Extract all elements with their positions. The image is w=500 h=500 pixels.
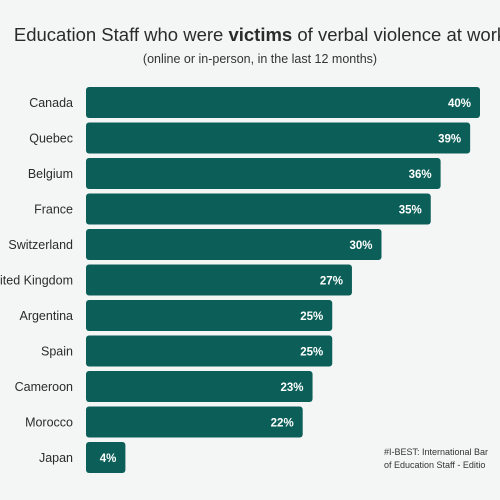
value-label-spain: 25%	[300, 347, 323, 359]
title-text-end: of verbal violence at work	[292, 24, 500, 45]
bar-canada	[86, 87, 480, 118]
category-label-quebec: Quebec	[29, 132, 73, 146]
category-label-canada: Canada	[29, 96, 73, 110]
value-label-switzerland: 30%	[349, 240, 372, 252]
bar-france	[86, 193, 431, 225]
category-label-switzerland: Switzerland	[8, 238, 73, 252]
category-label-belgium: Belgium	[28, 167, 73, 181]
value-label-united-kingdom: 27%	[320, 276, 343, 288]
value-label-japan: 4%	[100, 453, 117, 465]
value-label-belgium: 36%	[409, 169, 432, 181]
bar-cameroon	[86, 371, 313, 402]
value-label-france: 35%	[399, 205, 422, 217]
category-label-morocco: Morocco	[25, 416, 73, 430]
bar-quebec	[86, 122, 471, 154]
value-label-cameroon: 23%	[281, 382, 304, 394]
value-label-quebec: 39%	[438, 134, 461, 146]
category-label-united-kingdom: United Kingdom	[0, 274, 73, 288]
value-label-morocco: 22%	[271, 418, 294, 430]
bar-argentina	[86, 300, 333, 331]
chart-title: Education Staff who were victims of verb…	[0, 24, 500, 46]
category-label-japan: Japan	[39, 451, 73, 465]
title-text-bold: victims	[228, 24, 293, 45]
bar-japan	[86, 442, 126, 473]
bar-belgium	[86, 158, 441, 189]
category-label-cameroon: Cameroon	[15, 380, 73, 394]
bar-switzerland	[86, 229, 382, 260]
chart-subtitle: (online or in-person, in the last 12 mon…	[142, 52, 378, 66]
source-note: #I-BEST: International Bar of Education S…	[384, 446, 500, 472]
value-label-canada: 40%	[448, 98, 471, 110]
bar-morocco	[86, 406, 303, 438]
source-note-line-2: of Education Staff - Editio	[384, 460, 486, 470]
bar-united-kingdom	[86, 264, 352, 296]
bar-spain	[86, 335, 333, 367]
category-label-spain: Spain	[41, 345, 73, 359]
category-label-france: France	[34, 203, 73, 217]
source-note-line-1: #I-BEST: International Bar	[384, 447, 489, 457]
value-label-argentina: 25%	[300, 311, 323, 323]
category-label-argentina: Argentina	[19, 309, 73, 323]
title-text-start: Education Staff who were	[13, 24, 229, 45]
